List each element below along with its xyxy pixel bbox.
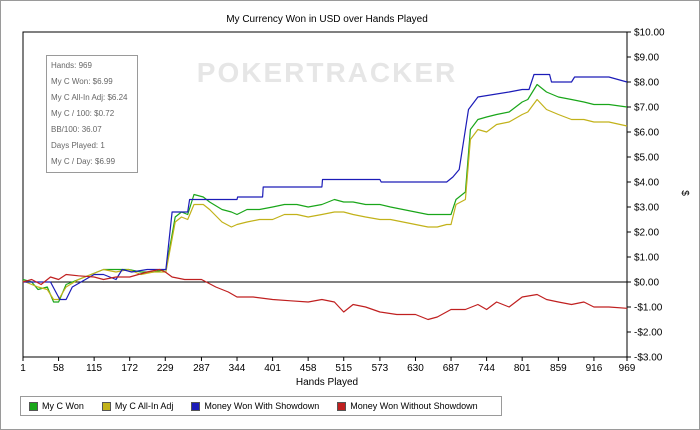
x-tick-label: 172 — [121, 363, 138, 374]
x-tick-label: 58 — [53, 363, 65, 374]
plot-layer: $10.00 $9.00 $8.00 $7.00 $6.00 $5.00 $4.00 $3.0… — [20, 28, 665, 375]
watermark-logo: POKERTRACKER — [197, 57, 457, 88]
x-tick-label: 1 — [20, 363, 26, 374]
x-tick-label: 969 — [619, 363, 636, 374]
legend-swatch — [101, 401, 111, 411]
stat-won: My C Won: $6.99 — [51, 77, 113, 86]
y-tick-label: $2.00 — [634, 228, 659, 239]
legend-item-with-showdown: Money Won With Showdown — [191, 401, 319, 411]
y-tick-label: $8.00 — [634, 78, 659, 89]
x-tick-label: 916 — [586, 363, 603, 374]
series-line-money-won-without-showdown — [22, 268, 628, 321]
legend-label: Money Won With Showdown — [204, 401, 320, 411]
legend-swatch — [191, 401, 201, 411]
plot-area-border — [22, 31, 628, 358]
x-tick-label: 573 — [372, 363, 389, 374]
x-axis-label: Hands Played — [296, 377, 358, 388]
x-tick-label: 515 — [335, 363, 352, 374]
legend-swatch — [29, 401, 38, 411]
y-tick-label: $4.00 — [634, 178, 659, 189]
stat-allin-adj: My C All-In Adj: $6.24 — [51, 93, 128, 102]
y-tick-label: $3.00 — [634, 203, 659, 214]
legend-item-my-c-won: My C Won — [29, 401, 84, 411]
series-line-my-c-won — [22, 83, 628, 303]
legend-swatch — [337, 401, 347, 411]
legend-label: My C All-In Adj — [114, 401, 174, 411]
y-tick-label: $5.00 — [634, 153, 659, 164]
y-tick-label: $0.00 — [634, 278, 659, 289]
legend-label: Money Won Without Showdown — [350, 401, 478, 411]
y-tick-label: -$2.00 — [634, 328, 663, 339]
stat-per-100: My C / 100: $0.72 — [51, 109, 115, 118]
stat-hands: Hands: 969 — [51, 61, 92, 70]
series-line-my-c-all-in-adj — [22, 98, 628, 301]
x-tick-label: 344 — [229, 363, 246, 374]
x-tick-label: 859 — [550, 363, 567, 374]
x-tick-label: 630 — [407, 363, 424, 374]
y-tick-label: $10.00 — [634, 28, 665, 39]
y-tick-label: $7.00 — [634, 103, 659, 114]
series-line-money-won-with-showdown — [23, 73, 628, 301]
stat-days-played: Days Played: 1 — [51, 141, 105, 150]
x-tick-label: 229 — [157, 363, 174, 374]
y-axis-label: $ — [679, 190, 690, 196]
y-tick-label: -$1.00 — [634, 303, 663, 314]
x-tick-label: 801 — [514, 363, 531, 374]
x-tick-label: 458 — [300, 363, 317, 374]
x-tick-label: 401 — [264, 363, 281, 374]
x-tick-label: 287 — [193, 363, 210, 374]
y-tick-label: $6.00 — [634, 128, 659, 139]
x-tick-label: 687 — [443, 363, 460, 374]
chart-legend: My C Won My C All-In Adj Money Won With … — [20, 396, 502, 416]
legend-item-without-showdown: Money Won Without Showdown — [337, 401, 478, 411]
x-tick-label: 115 — [86, 363, 102, 374]
chart-title: My Currency Won in USD over Hands Played — [226, 14, 428, 25]
y-tick-label: -$3.00 — [634, 353, 663, 364]
legend-item-all-in-adj: My C All-In Adj — [101, 401, 174, 411]
x-tick-label: 744 — [478, 363, 495, 374]
y-tick-label: $1.00 — [634, 253, 659, 264]
stat-bb-100: BB/100: 36.07 — [51, 125, 102, 134]
y-tick-label: $9.00 — [634, 53, 659, 64]
stats-box: Hands: 969 My C Won: $6.99 My C All-In A… — [46, 55, 138, 173]
legend-label: My C Won — [42, 401, 84, 411]
stat-per-day: My C / Day: $6.99 — [51, 157, 116, 166]
